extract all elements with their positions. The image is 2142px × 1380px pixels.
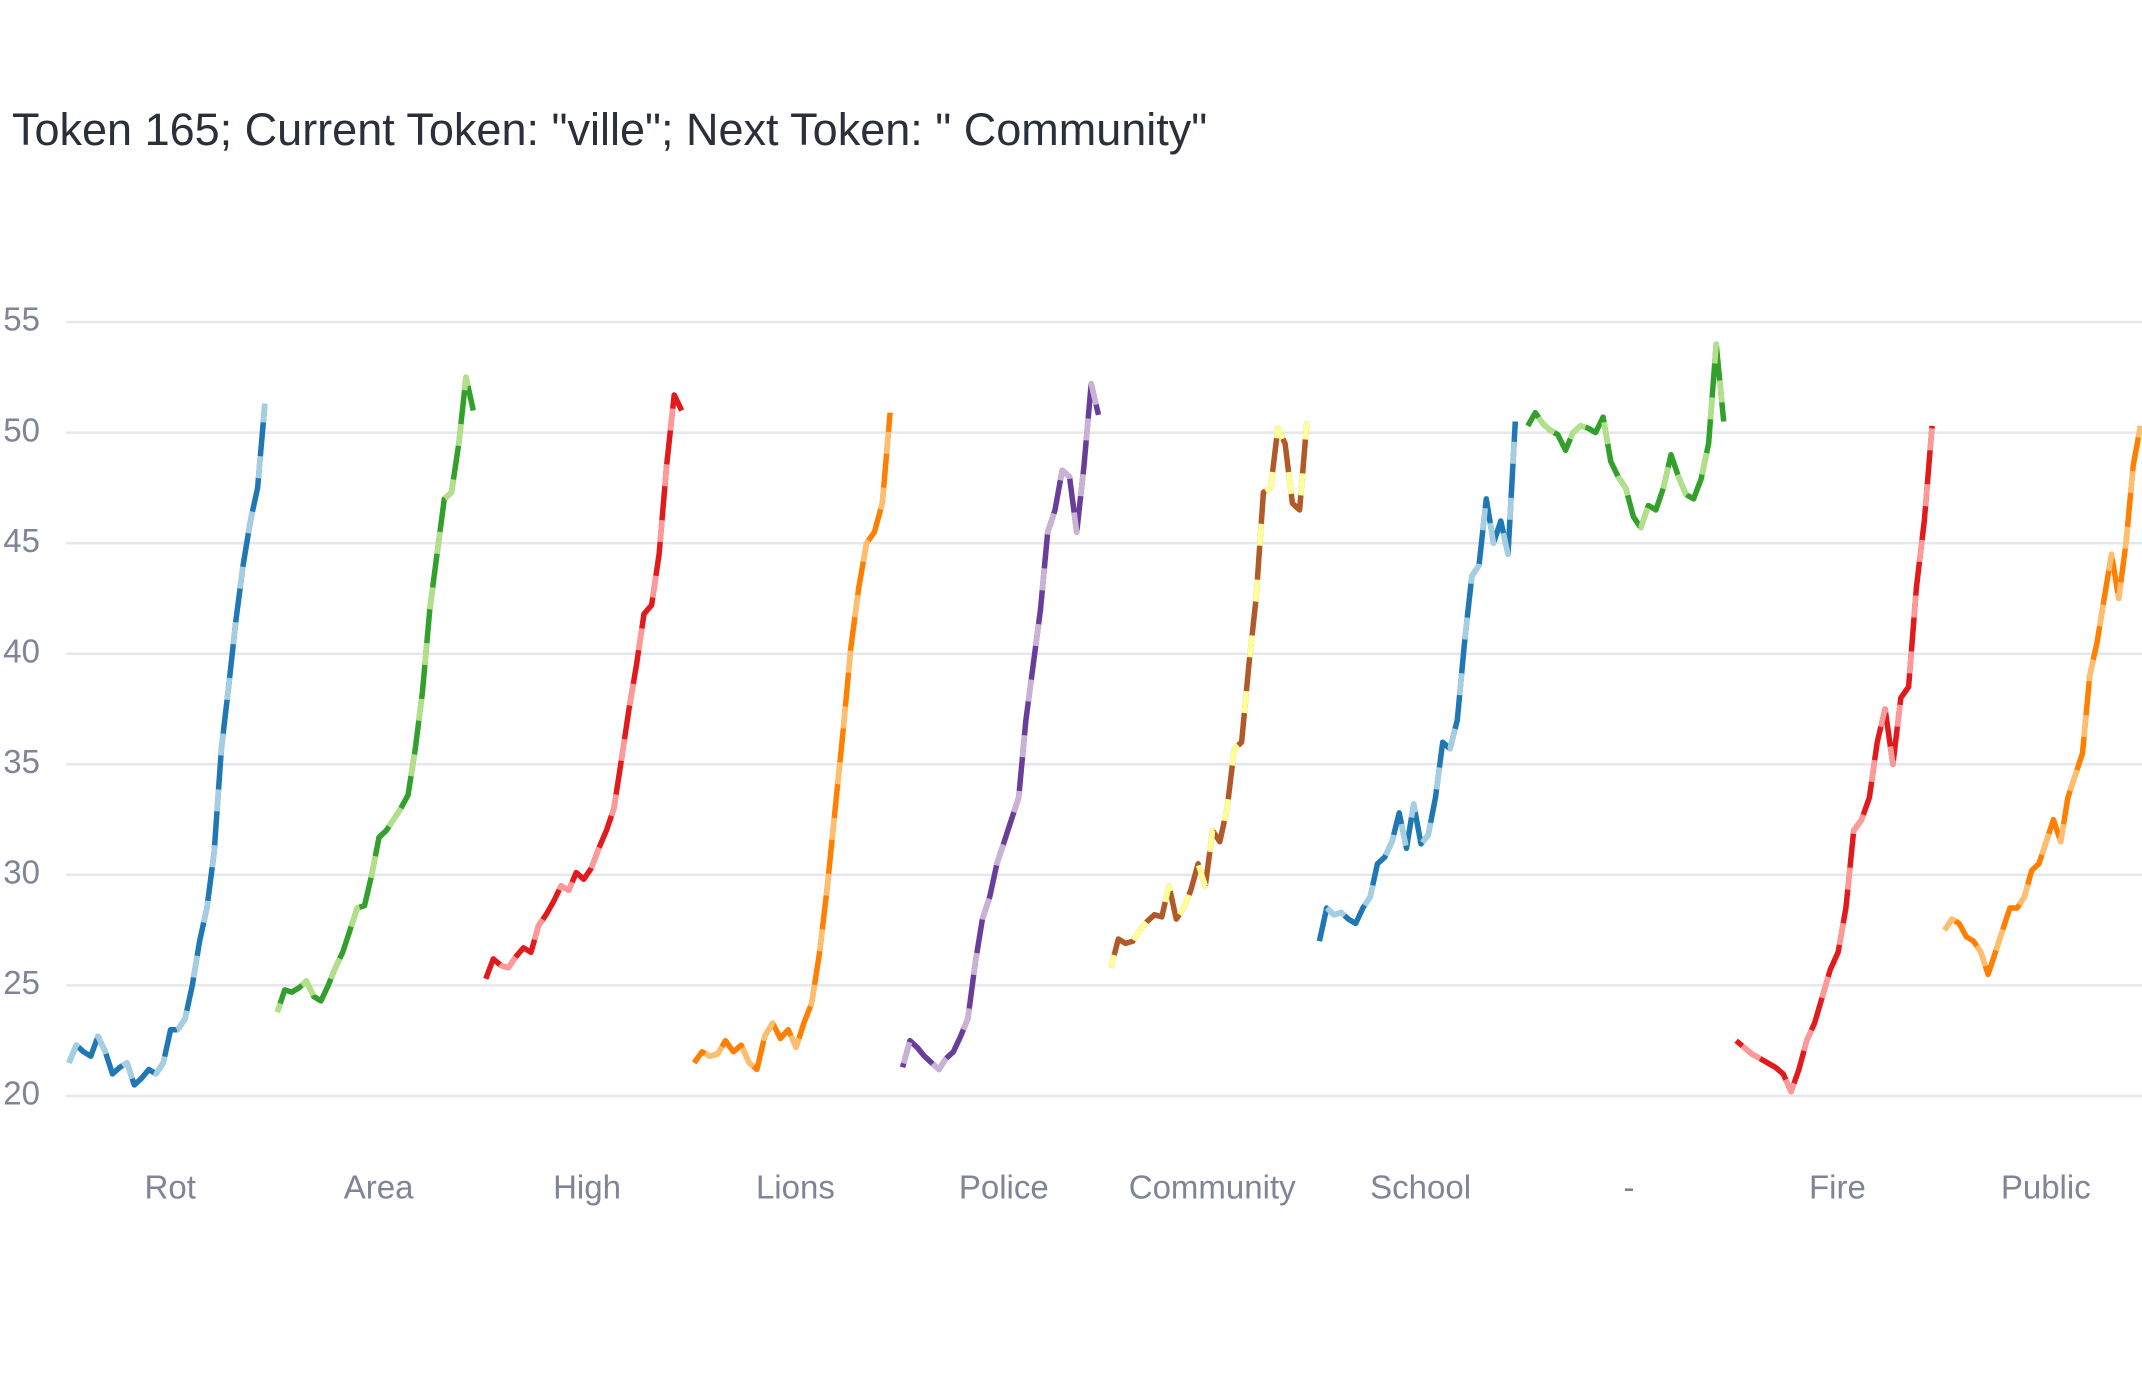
series-line [1316, 421, 1519, 942]
x-tick-label: Rot [145, 1169, 196, 1206]
series-line [274, 374, 476, 1013]
x-tick-label: High [553, 1169, 621, 1206]
x-tick-label: Lions [756, 1169, 835, 1206]
series-line [899, 381, 1102, 1073]
x-tick-label: - [1624, 1169, 1635, 1206]
y-tick-label: 25 [3, 964, 40, 1001]
series-line [1108, 421, 1310, 969]
x-tick-label: School [1370, 1169, 1471, 1206]
series-line [483, 392, 685, 980]
x-tick-label: Area [344, 1169, 414, 1206]
y-tick-label: 55 [3, 301, 40, 338]
y-tick-label: 45 [3, 522, 40, 559]
series-line-highlight [1108, 421, 1310, 969]
x-tick-label: Police [959, 1169, 1049, 1206]
series-line [1525, 341, 1727, 531]
y-tick-label: 20 [3, 1075, 40, 1112]
x-tick-label: Public [2001, 1169, 2091, 1206]
y-tick-label: 35 [3, 743, 40, 780]
series-line-highlight [1734, 425, 1935, 1095]
series-line-highlight [1942, 425, 2142, 978]
y-tick-label: 50 [3, 411, 40, 448]
y-tick-label: 30 [3, 854, 40, 891]
series-line-highlight [274, 374, 476, 1013]
series-line-highlight [66, 403, 268, 1088]
series-line-highlight [691, 412, 893, 1073]
x-tick-label: Community [1129, 1169, 1296, 1206]
series-line [1734, 425, 1935, 1095]
series-line [66, 403, 268, 1088]
x-tick-label: Fire [1809, 1169, 1866, 1206]
y-tick-label: 40 [3, 632, 40, 669]
series-line-highlight [899, 381, 1102, 1073]
series-line-highlight [1525, 341, 1727, 531]
series-line [1942, 425, 2142, 978]
chart-title: Token 165; Current Token: "ville"; Next … [12, 104, 1207, 155]
series-line [691, 412, 893, 1073]
series-line-highlight [483, 392, 685, 980]
